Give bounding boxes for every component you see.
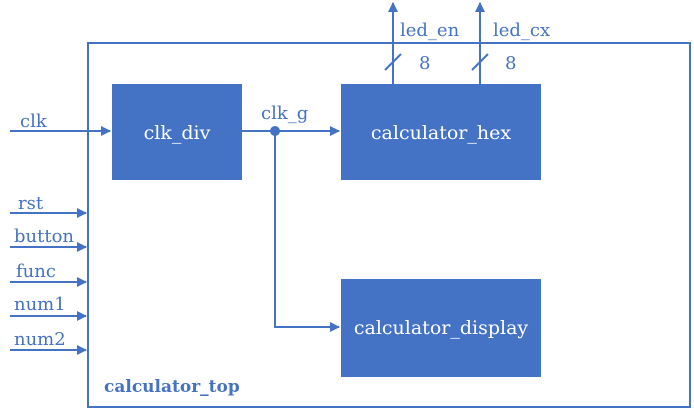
calculator-hex-label: calculator_hex: [371, 122, 511, 144]
calculator-hex-block: [341, 84, 541, 180]
led-en-bus-slash: [384, 53, 402, 71]
rst-label: rst: [18, 193, 44, 214]
func-label: func: [16, 261, 56, 282]
clk-g-label: clk_g: [261, 103, 308, 124]
clk-label: clk: [20, 111, 48, 132]
clk-div-block: [112, 84, 242, 180]
num1-label: num1: [14, 294, 66, 315]
calculator-display-block: [341, 279, 541, 377]
led-cx-width: 8: [505, 53, 516, 74]
button-label: button: [14, 226, 74, 247]
led-cx-label: led_cx: [493, 20, 550, 41]
num2-label: num2: [14, 329, 66, 350]
led-cx-bus-slash: [471, 53, 489, 71]
clk-g-to-display-wire: [274, 131, 340, 332]
calculator-display-label: calculator_display: [354, 317, 529, 339]
calculator-top-outline: [87, 42, 691, 408]
led-en-width: 8: [419, 53, 430, 74]
clk-div-label: clk_div: [144, 122, 211, 144]
calculator-top-label: calculator_top: [104, 377, 240, 397]
led-en-label: led_en: [400, 20, 460, 41]
